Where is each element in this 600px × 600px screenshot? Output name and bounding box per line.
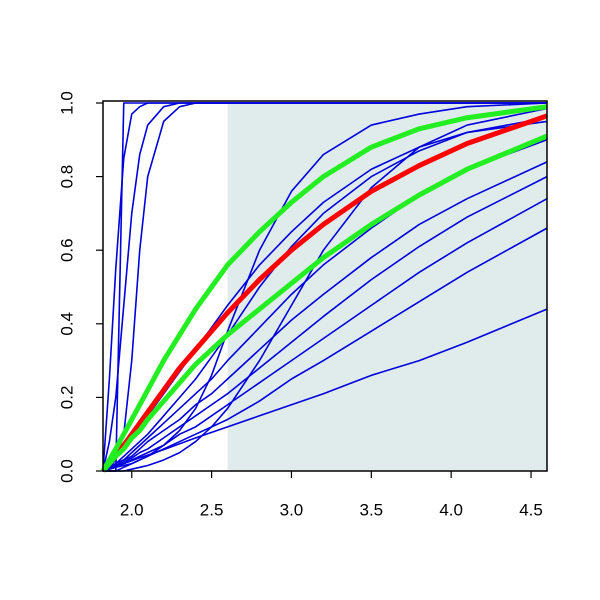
y-tick-label: 0.6 (57, 238, 76, 262)
series-line (102, 308, 548, 472)
x-tick-label: 4.0 (439, 500, 463, 519)
series-line (103, 102, 548, 472)
plot-frame (102, 100, 548, 472)
series-line (102, 227, 548, 472)
y-tick-label: 0.8 (57, 165, 76, 189)
x-tick-label: 4.5 (519, 500, 543, 519)
y-tick-label: 0.2 (57, 386, 76, 410)
y-tick-label: 0.0 (57, 459, 76, 483)
series-line (102, 161, 548, 472)
series-line (102, 116, 548, 472)
x-tick-label: 3.5 (359, 500, 383, 519)
y-tick-label: 1.0 (57, 91, 76, 115)
x-tick-label: 2.5 (200, 500, 224, 519)
series-line (102, 175, 548, 472)
x-tick-label: 2.0 (120, 500, 144, 519)
series-line (100, 104, 548, 473)
series-line (101, 133, 548, 473)
shaded-region (227, 103, 547, 471)
x-tick-label: 3.0 (280, 500, 304, 519)
y-tick-label: 0.4 (57, 312, 76, 336)
